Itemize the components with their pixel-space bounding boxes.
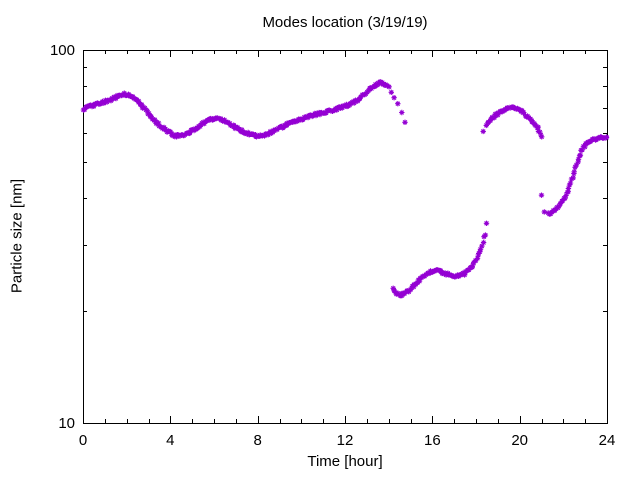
scatter-series-mode-band-3 <box>483 104 545 140</box>
scatter-series-mode-band-3-start-point <box>480 128 486 135</box>
scatter-series-mode-band-4 <box>545 134 610 217</box>
x-tick-label: 4 <box>166 432 174 449</box>
x-axis-label: Time [hour] <box>307 453 383 470</box>
tick-labels: 0 4 8 12 16 20 24 10 100 <box>50 42 615 449</box>
x-tick-label: 0 <box>79 432 87 449</box>
scatter-series-mode-band-2 <box>390 232 489 299</box>
x-tick-label: 20 <box>511 432 528 449</box>
y-tick-label: 10 <box>58 415 75 432</box>
x-tick-label: 16 <box>424 432 441 449</box>
scatter-series-mode-band-1-falling-tail <box>388 89 408 125</box>
scatter-series-mode-band-4-start-points <box>538 192 547 215</box>
scatter-series-mode-band-2-top-point <box>483 220 490 226</box>
y-tick-label: 100 <box>50 42 75 59</box>
chart-title: Modes location (3/19/19) <box>262 14 428 31</box>
x-tick-label: 24 <box>599 432 616 449</box>
x-tick-label: 8 <box>253 432 261 449</box>
x-tick-label: 12 <box>337 432 354 449</box>
scatter-series-mode-band-1 <box>80 79 392 140</box>
